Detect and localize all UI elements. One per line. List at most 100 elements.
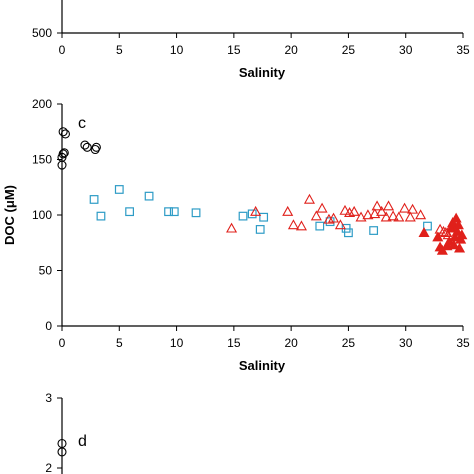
panel-b-x-tick-label: 25 — [342, 43, 356, 57]
panel-d-y-ticks: 23 — [45, 391, 62, 474]
panel-c-x-ticks: 0 5 10 15 20 25 30 35 — [59, 326, 470, 350]
panel-c-triangle-point-filled — [448, 239, 460, 250]
panel-b-x-tick-label: 20 — [284, 43, 298, 57]
panel-c-square-point — [125, 207, 134, 217]
panel-b-y-ticks: 500 — [32, 26, 62, 40]
panel-c-circle-point — [91, 142, 101, 152]
panel-c-square-point — [169, 207, 179, 217]
panel-b: 0 5 10 15 20 25 30 35 500 Salinity — [32, 0, 470, 80]
panel-c-square-point — [423, 221, 432, 231]
panel-c-triangle-point — [404, 211, 416, 222]
panel-c-circle-point — [90, 144, 100, 155]
panel-c-y-tick-label: 50 — [39, 264, 53, 278]
panel-c-triangle-point-filled — [432, 231, 444, 242]
panel-c-y-tick-label: 0 — [45, 319, 52, 333]
panel-c-triangle-point — [369, 208, 381, 219]
panel-c-triangle-point — [344, 207, 356, 218]
panel-b-x-tick-label: 10 — [170, 43, 184, 57]
panel-c-y-axis-title: DOC (μM) — [2, 185, 17, 245]
panel-c-triangle-point — [387, 210, 399, 221]
panel-c-square-point — [315, 221, 325, 231]
panel-c-square-point — [259, 212, 269, 222]
panel-c-square-point — [191, 208, 201, 218]
panel-b-x-tick-label: 35 — [456, 43, 470, 57]
panel-d-letter: d — [78, 433, 87, 450]
panel-c: 0 5 10 15 20 25 30 35 0 50 100 150 200 c Salinity D… — [2, 97, 470, 373]
panel-c-square-point — [89, 195, 99, 204]
panel-c-triangle-point-filled — [451, 225, 463, 236]
panel-c-triangle-point — [415, 209, 427, 220]
panel-b-x-tick-label: 5 — [116, 43, 123, 57]
panel-c-y-tick-label: 100 — [32, 208, 52, 222]
panel-c-y-tick-label: 150 — [32, 153, 52, 167]
panel-c-triangle-point — [376, 205, 388, 216]
panel-b-x-axis-title: Salinity — [239, 65, 286, 80]
panel-c-triangle-point — [393, 211, 405, 222]
panel-d-y-tick-label: 3 — [45, 391, 52, 405]
panel-c-triangle-point — [348, 205, 360, 216]
panel-c-x-tick-label: 10 — [170, 336, 184, 350]
panel-c-square-point — [344, 228, 353, 238]
panel-c-x-tick-label: 30 — [399, 336, 413, 350]
panel-c-triangle-point — [295, 220, 307, 231]
panel-c-triangle-point-filled — [454, 242, 466, 253]
panel-c-x-tick-label: 5 — [116, 336, 123, 350]
panel-c-triangle-point — [355, 211, 367, 222]
panel-c-triangle-point-filled — [418, 227, 430, 237]
panel-c-y-ticks: 0 50 100 150 200 — [32, 97, 62, 333]
panel-c-circle-point — [60, 129, 70, 139]
panel-b-x-ticks: 0 5 10 15 20 25 30 35 — [59, 33, 470, 57]
panel-c-square-point — [164, 207, 173, 217]
panel-d: 23 d — [45, 391, 87, 474]
panel-c-x-tick-label: 0 — [59, 336, 66, 350]
panel-c-x-tick-label: 20 — [284, 336, 298, 350]
panel-c-triangle-point — [303, 193, 316, 204]
panel-c-triangle-point — [287, 219, 299, 230]
panel-c-triangle-point-filled — [456, 229, 468, 240]
panel-c-square-point — [369, 226, 379, 235]
panel-b-y-tick-label: 500 — [32, 26, 52, 40]
panel-c-data-points — [57, 127, 468, 255]
panel-c-y-tick-label: 200 — [32, 97, 52, 111]
panel-c-triangle-point — [371, 200, 383, 211]
panel-b-x-tick-label: 15 — [227, 43, 241, 57]
panel-c-square-point — [238, 211, 248, 221]
panel-b-x-tick-label: 0 — [59, 43, 66, 57]
panel-c-square-point — [96, 211, 106, 221]
panel-c-x-axis-title: Salinity — [239, 358, 286, 373]
panel-c-circle-point — [82, 142, 92, 152]
panel-c-square-point — [144, 191, 154, 201]
panel-d-y-tick-label: 2 — [45, 461, 52, 474]
panel-c-circle-point — [58, 127, 68, 137]
panel-c-triangle-point-filled — [452, 219, 464, 230]
panel-c-square-point — [247, 209, 257, 219]
panel-b-x-tick-label: 30 — [399, 43, 413, 57]
panel-c-triangle-point — [339, 204, 351, 215]
panel-c-triangle-point — [250, 205, 262, 216]
panel-c-triangle-point — [399, 202, 411, 213]
panel-c-square-point — [114, 185, 124, 194]
panel-c-triangle-point — [310, 210, 322, 221]
panel-d-circle-point — [57, 447, 67, 457]
panel-c-triangle-point — [323, 213, 335, 224]
panel-c-triangle-point — [382, 200, 395, 211]
panel-c-circle-point — [80, 140, 90, 150]
panel-c-triangle-point — [362, 209, 374, 220]
panel-c-x-tick-label: 25 — [342, 336, 356, 350]
panel-c-triangle-point — [437, 225, 450, 236]
panel-d-data-points — [57, 438, 67, 457]
panel-c-triangle-point — [380, 211, 392, 222]
panel-c-triangle-point — [407, 203, 419, 214]
panel-c-triangle-point — [282, 205, 294, 216]
panel-c-x-tick-label: 15 — [227, 336, 241, 350]
panel-c-square-point — [255, 225, 265, 234]
panel-c-triangle-point — [316, 202, 328, 213]
panel-c-triangle-point — [226, 222, 238, 233]
panel-c-circle-point — [58, 149, 68, 159]
panel-c-x-tick-label: 35 — [456, 336, 470, 350]
panel-c-letter: c — [78, 115, 86, 132]
panel-c-circle-point — [59, 148, 69, 158]
panel-c-triangle-point — [327, 212, 340, 223]
panel-c-triangle-point — [334, 219, 346, 230]
